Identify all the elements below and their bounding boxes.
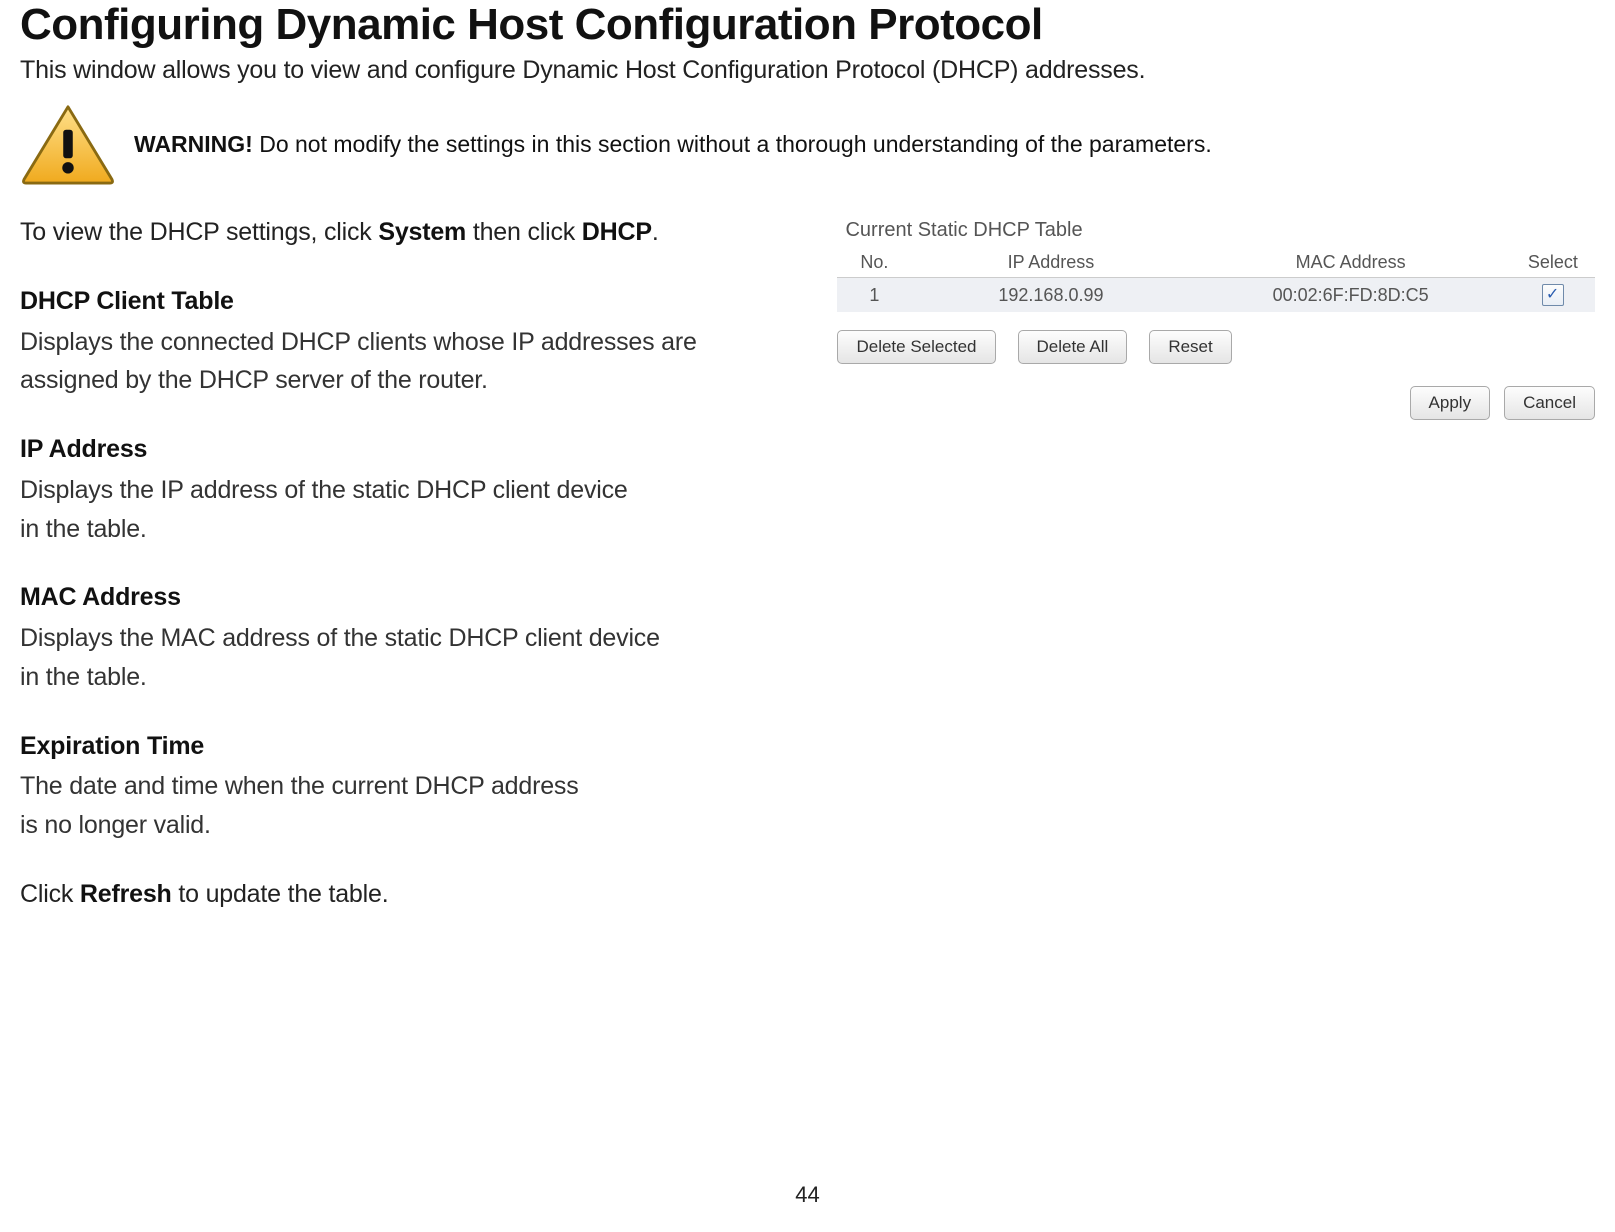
- warning-row: WARNING! Do not modify the settings in t…: [20, 103, 1595, 185]
- refresh-pre: Click: [20, 880, 80, 908]
- nav-dhcp: DHCP: [582, 218, 652, 246]
- nav-instruction: To view the DHCP settings, click System …: [20, 213, 797, 252]
- cell-mac: 00:02:6F:FD:8D:C5: [1191, 278, 1511, 313]
- mac-body-l1: Displays the MAC address of the static D…: [20, 624, 660, 652]
- left-column: To view the DHCP settings, click System …: [20, 213, 797, 944]
- refresh-post: to update the table.: [172, 880, 389, 908]
- nav-pre: To view the DHCP settings, click: [20, 218, 378, 246]
- table-row: 1 192.168.0.99 00:02:6F:FD:8D:C5 ✓: [837, 278, 1595, 313]
- nav-system: System: [378, 218, 466, 246]
- warning-label: WARNING!: [134, 131, 253, 157]
- mac-body-l2: in the table.: [20, 663, 147, 691]
- delete-selected-button[interactable]: Delete Selected: [837, 330, 995, 364]
- section-head-exp: Expiration Time: [20, 727, 797, 766]
- exp-body-l2: is no longer valid.: [20, 811, 211, 839]
- right-column: Current Static DHCP Table No. IP Address…: [837, 213, 1595, 420]
- page-number: 44: [0, 1182, 1615, 1208]
- button-row-1: Delete Selected Delete All Reset: [837, 330, 1595, 364]
- apply-button[interactable]: Apply: [1410, 386, 1491, 420]
- dhcp-table-title: Current Static DHCP Table: [845, 219, 1595, 242]
- check-icon: ✓: [1546, 284, 1559, 304]
- col-header-mac: MAC Address: [1191, 248, 1511, 278]
- ip-body-l2: in the table.: [20, 515, 147, 543]
- cell-select: ✓: [1511, 278, 1595, 313]
- warning-text: WARNING! Do not modify the settings in t…: [134, 131, 1212, 158]
- select-checkbox[interactable]: ✓: [1542, 284, 1564, 306]
- col-header-select: Select: [1511, 248, 1595, 278]
- intro-text: This window allows you to view and confi…: [20, 56, 1595, 85]
- cell-ip: 192.168.0.99: [911, 278, 1190, 313]
- nav-mid: then click: [466, 218, 582, 246]
- page-title: Configuring Dynamic Host Configuration P…: [20, 0, 1595, 50]
- warning-body: Do not modify the settings in this secti…: [253, 131, 1212, 157]
- ip-body-l1: Displays the IP address of the static DH…: [20, 476, 628, 504]
- col-header-ip: IP Address: [911, 248, 1190, 278]
- section-body-mac: Displays the MAC address of the static D…: [20, 619, 797, 697]
- section-head-mac: MAC Address: [20, 578, 797, 617]
- delete-all-button[interactable]: Delete All: [1018, 330, 1128, 364]
- dhcp-table: No. IP Address MAC Address Select 1 192.…: [837, 248, 1595, 312]
- cancel-button[interactable]: Cancel: [1504, 386, 1595, 420]
- refresh-instruction: Click Refresh to update the table.: [20, 875, 797, 914]
- col-header-no: No.: [837, 248, 911, 278]
- exp-body-l1: The date and time when the current DHCP …: [20, 772, 579, 800]
- section-head-ip: IP Address: [20, 430, 797, 469]
- cell-no: 1: [837, 278, 911, 313]
- section-body-client-table: Displays the connected DHCP clients whos…: [20, 323, 797, 401]
- section-body-ip: Displays the IP address of the static DH…: [20, 471, 797, 549]
- section-head-client-table: DHCP Client Table: [20, 282, 797, 321]
- warning-icon: [20, 103, 116, 185]
- button-row-2: Apply Cancel: [837, 386, 1595, 420]
- nav-end: .: [652, 218, 659, 246]
- reset-button[interactable]: Reset: [1149, 330, 1231, 364]
- refresh-bold: Refresh: [80, 880, 172, 908]
- section-body-exp: The date and time when the current DHCP …: [20, 767, 797, 845]
